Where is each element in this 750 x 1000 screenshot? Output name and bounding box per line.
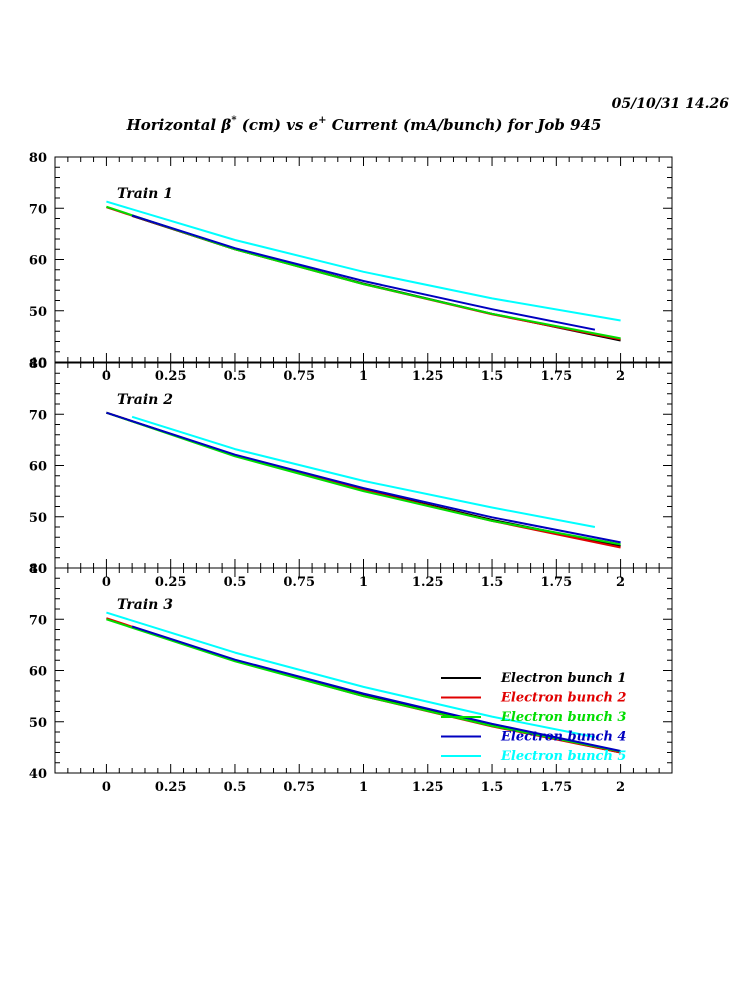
legend-label: Electron bunch 3 bbox=[500, 710, 626, 725]
series-line bbox=[106, 200, 621, 322]
timestamp: 05/10/31 14.26 bbox=[612, 96, 730, 112]
series-line bbox=[106, 411, 621, 544]
y-tick-label: 80 bbox=[29, 151, 47, 166]
y-tick-label: 50 bbox=[29, 511, 47, 526]
x-tick-label: 1.5 bbox=[481, 369, 504, 384]
x-tick-label: 1.25 bbox=[412, 369, 444, 384]
title-part-2: (cm) vs e bbox=[237, 116, 319, 134]
title-part-3: Current (mA/bunch) for Job 945 bbox=[327, 116, 602, 134]
title-sup-2: + bbox=[318, 115, 326, 126]
x-tick-label: 0.25 bbox=[155, 575, 187, 590]
y-tick-label: 40 bbox=[29, 356, 47, 371]
x-tick-label: 0.25 bbox=[155, 369, 187, 384]
y-tick-label: 40 bbox=[29, 767, 47, 782]
x-tick-label: 2 bbox=[616, 780, 625, 795]
x-tick-label: 0 bbox=[102, 369, 111, 384]
legend-label: Electron bunch 2 bbox=[500, 691, 626, 706]
y-tick-label: 70 bbox=[29, 202, 47, 217]
y-tick-label: 70 bbox=[29, 408, 47, 423]
y-tick-label: 40 bbox=[29, 562, 47, 577]
panel-label: Train 1 bbox=[117, 186, 173, 202]
series-line bbox=[106, 618, 621, 753]
x-tick-label: 0.75 bbox=[283, 780, 315, 795]
x-tick-label: 0.75 bbox=[283, 369, 315, 384]
y-tick-label: 50 bbox=[29, 716, 47, 731]
x-tick-label: 0.75 bbox=[283, 575, 315, 590]
y-tick-label: 80 bbox=[29, 357, 47, 372]
x-tick-label: 1 bbox=[359, 369, 368, 384]
y-tick-label: 70 bbox=[29, 613, 47, 628]
x-tick-label: 1.5 bbox=[481, 575, 504, 590]
legend-label: Electron bunch 5 bbox=[500, 749, 626, 764]
series-line bbox=[131, 214, 621, 342]
x-tick-label: 1.5 bbox=[481, 780, 504, 795]
x-tick-label: 1.75 bbox=[540, 575, 572, 590]
y-tick-label: 60 bbox=[29, 460, 47, 475]
series-line bbox=[131, 625, 621, 752]
x-tick-label: 0.25 bbox=[155, 780, 187, 795]
title-sup-1: * bbox=[231, 115, 237, 126]
series-line bbox=[106, 411, 621, 546]
panels-group: 40 50 60 70 80 0 0.25 0.5 0.75 1 1.25 1.5 1.75 2 Train… bbox=[29, 151, 673, 795]
y-tick-label: 60 bbox=[29, 665, 47, 680]
x-tick-label: 2 bbox=[616, 369, 625, 384]
x-tick-label: 0 bbox=[102, 575, 111, 590]
y-tick-label: 80 bbox=[29, 562, 47, 577]
x-tick-label: 1.75 bbox=[540, 780, 572, 795]
legend-label: Electron bunch 4 bbox=[500, 730, 626, 745]
x-tick-label: 1 bbox=[359, 780, 368, 795]
series-line bbox=[131, 214, 596, 331]
x-tick-label: 1.75 bbox=[540, 369, 572, 384]
chart-title: Horizontal β* (cm) vs e+ Current (mA/bun… bbox=[126, 115, 602, 134]
series-line bbox=[131, 415, 596, 528]
y-tick-label: 60 bbox=[29, 254, 47, 269]
x-tick-label: 0 bbox=[102, 780, 111, 795]
x-tick-label: 2 bbox=[616, 575, 625, 590]
y-tick-label: 50 bbox=[29, 305, 47, 320]
x-tick-label: 1 bbox=[359, 575, 368, 590]
legend-label: Electron bunch 1 bbox=[500, 671, 626, 686]
x-tick-label: 0.5 bbox=[224, 369, 247, 384]
panel-label: Train 2 bbox=[117, 392, 173, 408]
series-line bbox=[106, 611, 596, 739]
x-tick-label: 0.5 bbox=[224, 575, 247, 590]
title-part-1: Horizontal β bbox=[126, 116, 232, 134]
x-tick-label: 0.5 bbox=[224, 780, 247, 795]
x-tick-label: 1.25 bbox=[412, 575, 444, 590]
panel-label: Train 3 bbox=[117, 597, 173, 613]
x-tick-label: 1.25 bbox=[412, 780, 444, 795]
